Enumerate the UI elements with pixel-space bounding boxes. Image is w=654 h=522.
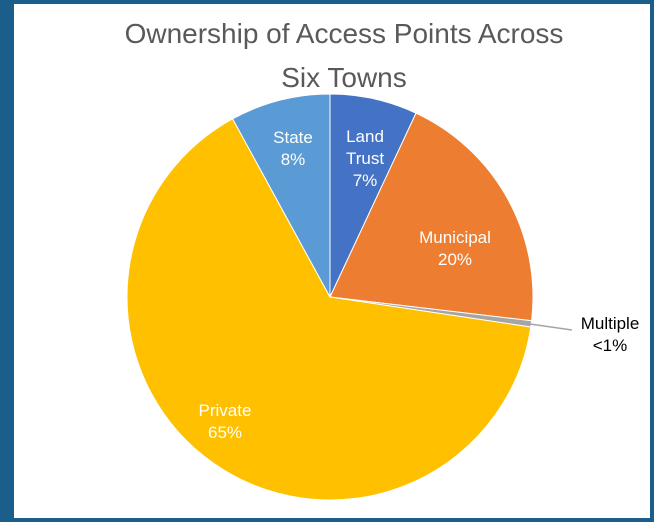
slice-value: <1% [592,336,628,355]
pie-slice [329,112,534,322]
data-label: State 8% [263,127,323,171]
slice-name: Private [198,401,252,420]
data-label: Multiple <1% [565,313,654,357]
data-label: Municipal 20% [400,227,510,271]
slice-name: Land Trust [345,127,385,168]
chart-title: Ownership of Access Points Across Six To… [124,18,564,93]
slice-name: State [273,128,313,147]
slice-name: Municipal [419,228,491,247]
chart [126,93,573,501]
pie-slice [126,118,532,501]
leader-line [529,323,573,331]
slice-value: 7% [352,171,378,190]
pie-slice [231,93,331,298]
slice-value: 65% [207,423,243,442]
slice-value: 20% [437,250,473,269]
chart-panel: Ownership of Access Points Across Six To… [14,4,650,518]
data-label: Private 65% [175,400,275,444]
data-label: Land Trust 7% [340,126,390,192]
slice-name: Multiple [580,314,640,333]
slice-value: 8% [280,150,306,169]
